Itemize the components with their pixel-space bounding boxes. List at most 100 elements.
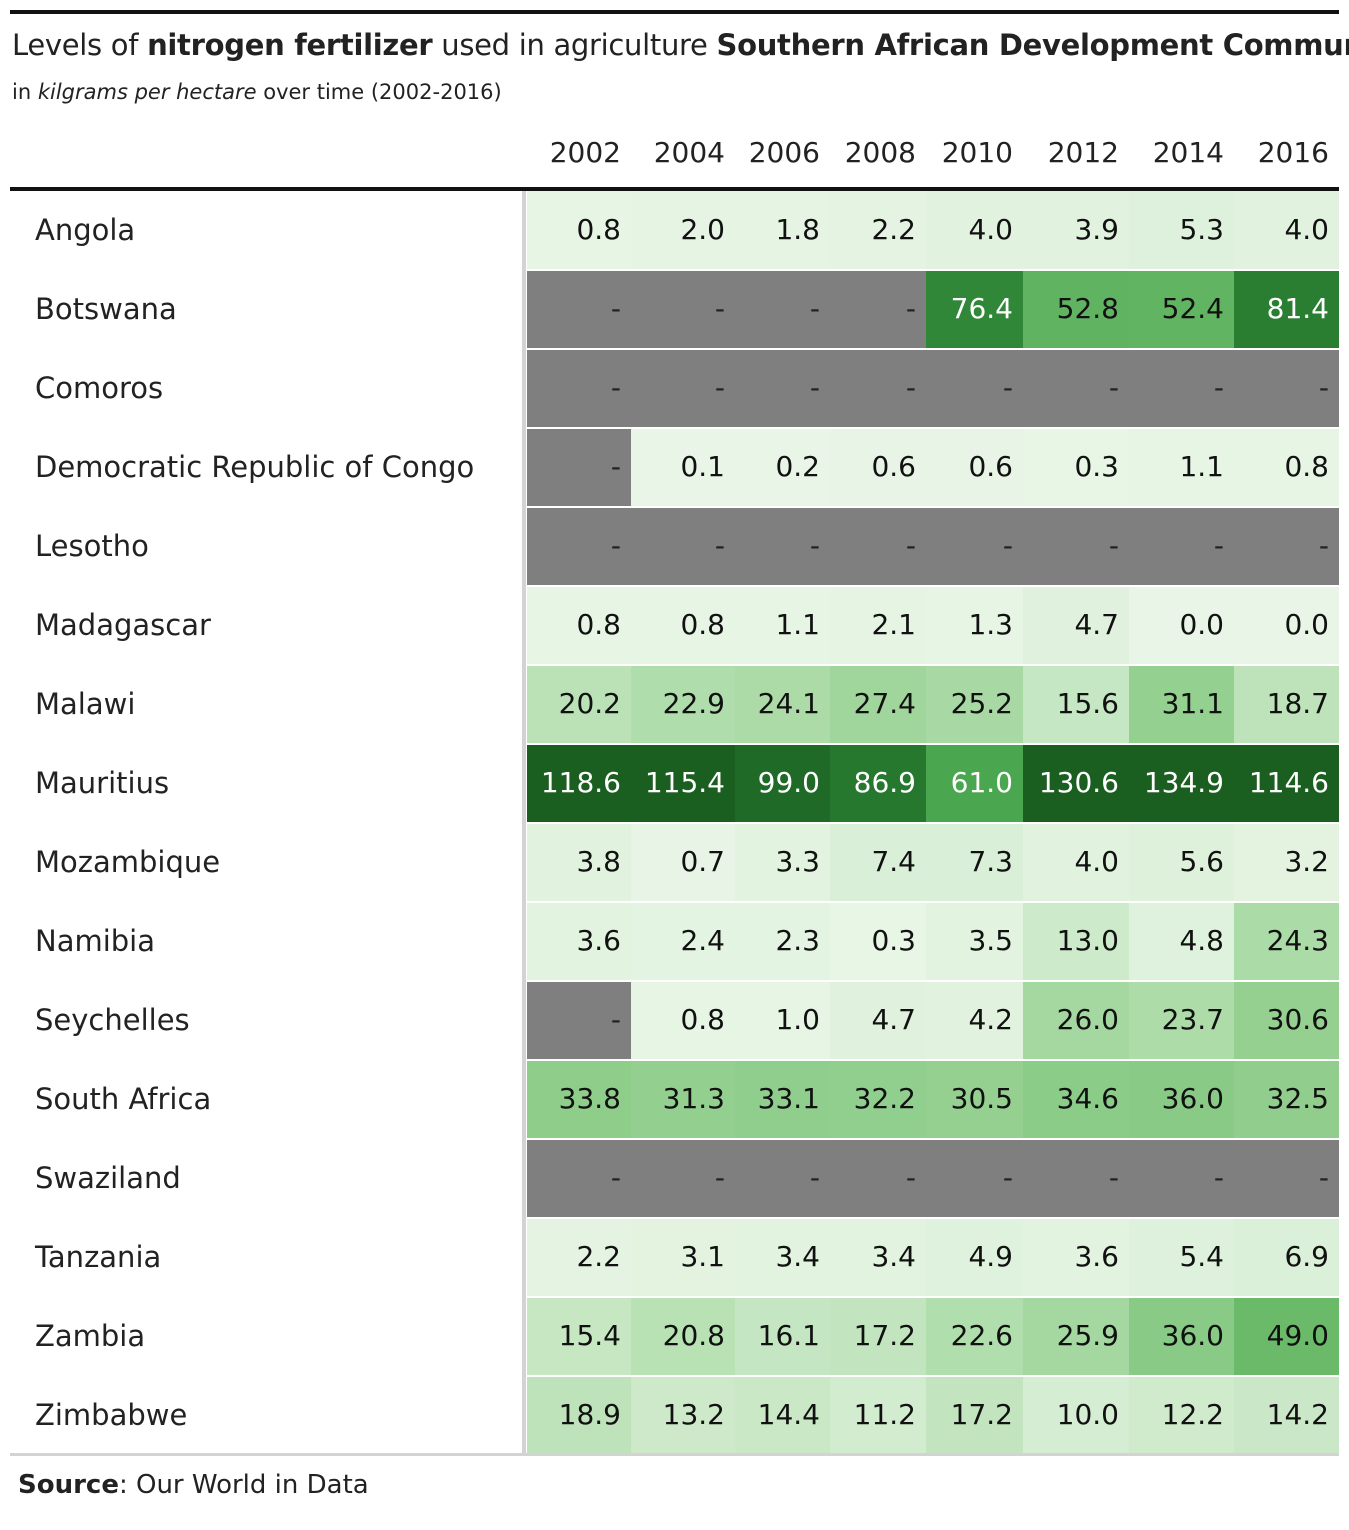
table-cell: 0.0 bbox=[1234, 586, 1339, 665]
table-cell: 118.6 bbox=[527, 744, 631, 823]
chart-title: Levels of nitrogen fertilizer used in ag… bbox=[12, 28, 1349, 62]
row-label: Tanzania bbox=[35, 1240, 162, 1274]
row-label: Angola bbox=[35, 213, 136, 247]
table-cell: 13.2 bbox=[631, 1376, 735, 1455]
column-header-2002: 2002 bbox=[549, 136, 621, 169]
table-cell: - bbox=[926, 1139, 1023, 1218]
table-cell: 2.1 bbox=[830, 586, 926, 665]
row-label: Lesotho bbox=[35, 529, 149, 563]
row-label: Malawi bbox=[35, 687, 136, 721]
row-label: Seychelles bbox=[35, 1003, 190, 1037]
row-label: Madagascar bbox=[35, 608, 211, 642]
table-cell: 3.4 bbox=[830, 1218, 926, 1297]
table-cell: 0.8 bbox=[631, 981, 735, 1060]
table-cell: 0.8 bbox=[527, 191, 631, 270]
table-cell: - bbox=[1023, 507, 1129, 586]
table-cell: 25.2 bbox=[926, 665, 1023, 744]
table-cell: 81.4 bbox=[1234, 270, 1339, 349]
table-cell: 14.2 bbox=[1234, 1376, 1339, 1455]
table-cell: 31.3 bbox=[631, 1060, 735, 1139]
table-cell: 12.2 bbox=[1129, 1376, 1234, 1455]
table-cell: 17.2 bbox=[926, 1376, 1023, 1455]
table-cell: 30.5 bbox=[926, 1060, 1023, 1139]
table-cell: 3.6 bbox=[527, 902, 631, 981]
table-cell: 4.0 bbox=[1023, 823, 1129, 902]
table-cell: 7.4 bbox=[830, 823, 926, 902]
table-cell: 2.3 bbox=[735, 902, 830, 981]
table-cell: - bbox=[527, 428, 631, 507]
table-cell: 0.6 bbox=[926, 428, 1023, 507]
table-cell: 3.4 bbox=[735, 1218, 830, 1297]
row-separator bbox=[527, 585, 1339, 587]
column-header-2012: 2012 bbox=[1047, 136, 1119, 169]
table-cell: 15.6 bbox=[1023, 665, 1129, 744]
table-cell: 16.1 bbox=[735, 1297, 830, 1376]
table-cell: 1.0 bbox=[735, 981, 830, 1060]
table-cell: 99.0 bbox=[735, 744, 830, 823]
column-header-2008: 2008 bbox=[844, 136, 916, 169]
table-cell: 3.5 bbox=[926, 902, 1023, 981]
table-cell: - bbox=[830, 270, 926, 349]
table-cell: 4.9 bbox=[926, 1218, 1023, 1297]
table-cell: - bbox=[926, 507, 1023, 586]
table-cell: 2.2 bbox=[830, 191, 926, 270]
table-cell: 3.1 bbox=[631, 1218, 735, 1297]
table-cell: 2.0 bbox=[631, 191, 735, 270]
table-cell: 4.8 bbox=[1129, 902, 1234, 981]
column-header-2010: 2010 bbox=[941, 136, 1013, 169]
table-cell: 0.8 bbox=[631, 586, 735, 665]
table-cell: 0.2 bbox=[735, 428, 830, 507]
row-separator bbox=[527, 427, 1339, 429]
row-label: Comoros bbox=[35, 371, 164, 405]
table-cell: 11.2 bbox=[830, 1376, 926, 1455]
table-cell: 115.4 bbox=[631, 744, 735, 823]
table-cell: - bbox=[735, 349, 830, 428]
table-cell: - bbox=[830, 507, 926, 586]
table-cell: - bbox=[631, 507, 735, 586]
row-label: Namibia bbox=[35, 924, 156, 958]
header-rule bbox=[10, 187, 1339, 191]
table-cell: 0.6 bbox=[830, 428, 926, 507]
row-label: Mozambique bbox=[35, 845, 221, 879]
table-cell: - bbox=[631, 349, 735, 428]
table-cell: - bbox=[1129, 1139, 1234, 1218]
row-label: Zambia bbox=[35, 1319, 146, 1353]
table-cell: 1.8 bbox=[735, 191, 830, 270]
table-cell: - bbox=[735, 507, 830, 586]
table-cell: 15.4 bbox=[527, 1297, 631, 1376]
table-cell: 61.0 bbox=[926, 744, 1023, 823]
table-cell: 0.1 bbox=[631, 428, 735, 507]
table-cell: 0.8 bbox=[1234, 428, 1339, 507]
row-separator bbox=[527, 980, 1339, 982]
row-separator bbox=[527, 269, 1339, 271]
table-cell: - bbox=[631, 270, 735, 349]
column-header-2016: 2016 bbox=[1257, 136, 1329, 169]
row-label: Swaziland bbox=[35, 1161, 181, 1195]
table-cell: 18.9 bbox=[527, 1376, 631, 1455]
row-separator bbox=[527, 1217, 1339, 1219]
row-separator bbox=[527, 506, 1339, 508]
table-cell: - bbox=[1234, 349, 1339, 428]
table-cell: 27.4 bbox=[830, 665, 926, 744]
table-cell: 23.7 bbox=[1129, 981, 1234, 1060]
table-cell: - bbox=[1129, 349, 1234, 428]
table-cell: - bbox=[527, 270, 631, 349]
table-cell: 33.1 bbox=[735, 1060, 830, 1139]
table-cell: 49.0 bbox=[1234, 1297, 1339, 1376]
table-cell: - bbox=[830, 349, 926, 428]
table-cell: 52.8 bbox=[1023, 270, 1129, 349]
row-separator bbox=[527, 348, 1339, 350]
row-separator bbox=[527, 1059, 1339, 1061]
table-cell: - bbox=[631, 1139, 735, 1218]
table-cell: 10.0 bbox=[1023, 1376, 1129, 1455]
table-cell: - bbox=[926, 349, 1023, 428]
table-cell: 86.9 bbox=[830, 744, 926, 823]
table-cell: 1.1 bbox=[735, 586, 830, 665]
table-cell: 3.6 bbox=[1023, 1218, 1129, 1297]
table-cell: 26.0 bbox=[1023, 981, 1129, 1060]
table-cell: 6.9 bbox=[1234, 1218, 1339, 1297]
table-cell: 20.2 bbox=[527, 665, 631, 744]
table-cell: 24.3 bbox=[1234, 902, 1339, 981]
table-cell: 1.3 bbox=[926, 586, 1023, 665]
table-cell: 134.9 bbox=[1129, 744, 1234, 823]
